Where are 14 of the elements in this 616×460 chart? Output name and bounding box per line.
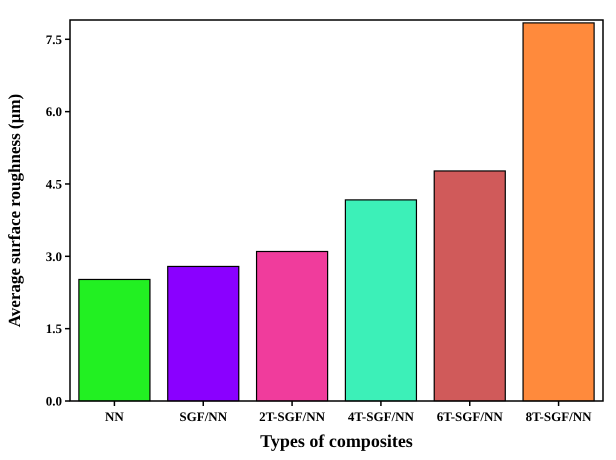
x-axis-title: Types of composites xyxy=(260,431,413,451)
x-tick-label: 4T-SGF/NN xyxy=(348,409,415,424)
y-tick-label: 3.0 xyxy=(46,248,62,264)
x-tick-label: 8T-SGF/NN xyxy=(526,409,592,424)
x-tick-label: 6T-SGF/NN xyxy=(436,409,504,424)
y-tick-label: 7.5 xyxy=(46,32,62,47)
y-tick-label: 4.5 xyxy=(46,176,62,192)
y-tick-label: 0.0 xyxy=(46,394,62,409)
x-tick-label: 2T-SGF/NN xyxy=(259,409,326,424)
y-tick-label: 6.0 xyxy=(46,104,62,120)
y-tick-label: 1.5 xyxy=(46,321,62,336)
y-axis-title: Average surface roughness (µm) xyxy=(5,94,24,328)
x-tick-label: NN xyxy=(105,409,124,424)
x-tick-label: SGF/NN xyxy=(179,409,228,424)
